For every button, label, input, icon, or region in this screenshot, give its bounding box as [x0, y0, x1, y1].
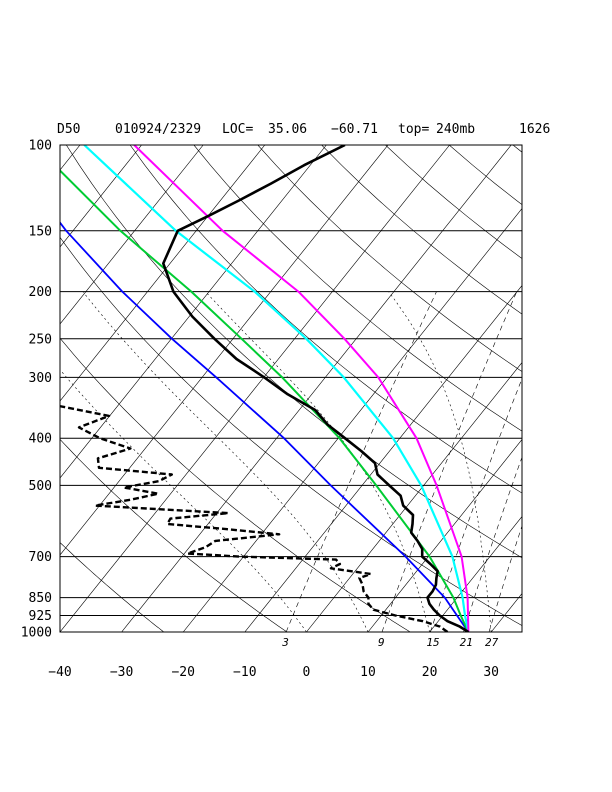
temperature-profile-line [162, 145, 470, 632]
header-extra: 1626 [519, 122, 550, 137]
green-profile-line [60, 169, 470, 632]
moist-adiabat-line [388, 291, 492, 632]
header-top: 240mb [436, 122, 475, 137]
pressure-tick-labels: 100 150 200 250 300 400 500 700 850 925 1000 [21, 139, 52, 641]
pressure-tick-label: 1000 [21, 626, 52, 641]
pressure-tick-label: 500 [29, 479, 52, 494]
isotherm-line [429, 516, 522, 632]
mixing-ratio-label: 15 [426, 636, 439, 649]
temperature-tick-label: 10 [360, 665, 376, 680]
dry-adiabat-line [449, 145, 522, 206]
isotherm-line [60, 145, 204, 325]
temperature-tick-label: −30 [110, 665, 133, 680]
header-top-label: top= [398, 122, 429, 137]
isotherm-line [60, 145, 450, 632]
dry-adiabat-line [577, 145, 612, 632]
sounding-curves [60, 145, 470, 632]
mixing-ratio-label: 27 [485, 636, 499, 649]
cyan-profile-line [83, 145, 470, 632]
dry-adiabat-line [66, 145, 522, 559]
header-lon: −60.71 [331, 122, 378, 137]
dry-adiabat-line [60, 542, 164, 632]
header-lat: 35.06 [268, 122, 307, 137]
magenta-profile-line [133, 145, 470, 632]
pressure-tick-label: 100 [29, 139, 52, 154]
dry-adiabat-line [512, 145, 522, 153]
pressure-tick-label: 200 [29, 285, 52, 300]
header-loc-label: LOC= [222, 122, 253, 137]
temperature-tick-label: −10 [233, 665, 256, 680]
moist-adiabat-line [82, 291, 369, 632]
isotherm-line [60, 145, 142, 248]
pressure-tick-label: 925 [29, 609, 52, 624]
isotherm-line [0, 145, 18, 632]
plot-frame [59, 144, 523, 633]
dry-adiabat-line [385, 145, 522, 259]
mixing-ratio-line [463, 456, 522, 632]
pressure-tick-label: 250 [29, 332, 52, 347]
temperature-tick-label: 0 [302, 665, 310, 680]
isotherm-line [490, 593, 522, 632]
isotherm-line [60, 145, 389, 556]
dry-adiabat-line [257, 145, 522, 372]
mixing-ratio-label: 3 [281, 636, 289, 649]
temperature-tick-label: 30 [483, 665, 499, 680]
mixing-ratio-labels: 3 9 15 21 27 [281, 636, 498, 649]
isotherm-line [121, 145, 512, 632]
moist-adiabat-line [60, 369, 307, 632]
isotherm-line [306, 362, 522, 632]
blue-profile-line [60, 221, 470, 632]
pressure-tick-label: 850 [29, 591, 52, 606]
mixing-ratio-line [488, 524, 522, 632]
isotherm-line [244, 285, 522, 632]
chart-header: D50 010924/2329 LOC= 35.06 −60.71 top= 2… [57, 122, 550, 137]
isotherm-line [182, 208, 522, 632]
temperature-tick-labels: −40 −30 −20 −10 0 10 20 30 [48, 665, 499, 680]
temperature-tick-label: 20 [422, 665, 438, 680]
pressure-tick-label: 400 [29, 432, 52, 447]
header-id: D50 [57, 122, 80, 137]
mixing-ratio-label: 9 [378, 636, 385, 649]
dewpoint-profile-line [60, 404, 449, 632]
temperature-tick-label: −20 [171, 665, 194, 680]
mixing-ratio-line [430, 377, 522, 632]
mixing-ratio-line [285, 291, 437, 632]
isotherm-line [367, 439, 522, 632]
header-datetime: 010924/2329 [115, 122, 201, 137]
isotherm-line [60, 145, 266, 402]
moist-adiabat-line [205, 291, 430, 632]
isotherm-line [60, 145, 327, 479]
mixing-ratio-label: 21 [460, 636, 473, 649]
isotherm-line [553, 145, 612, 632]
dry-adiabat-line [193, 145, 522, 432]
pressure-tick-label: 300 [29, 371, 52, 386]
pressure-tick-label: 700 [29, 550, 52, 565]
mixing-ratio-line [381, 291, 517, 632]
temperature-tick-label: −40 [48, 665, 71, 680]
pressure-tick-label: 150 [29, 224, 52, 239]
